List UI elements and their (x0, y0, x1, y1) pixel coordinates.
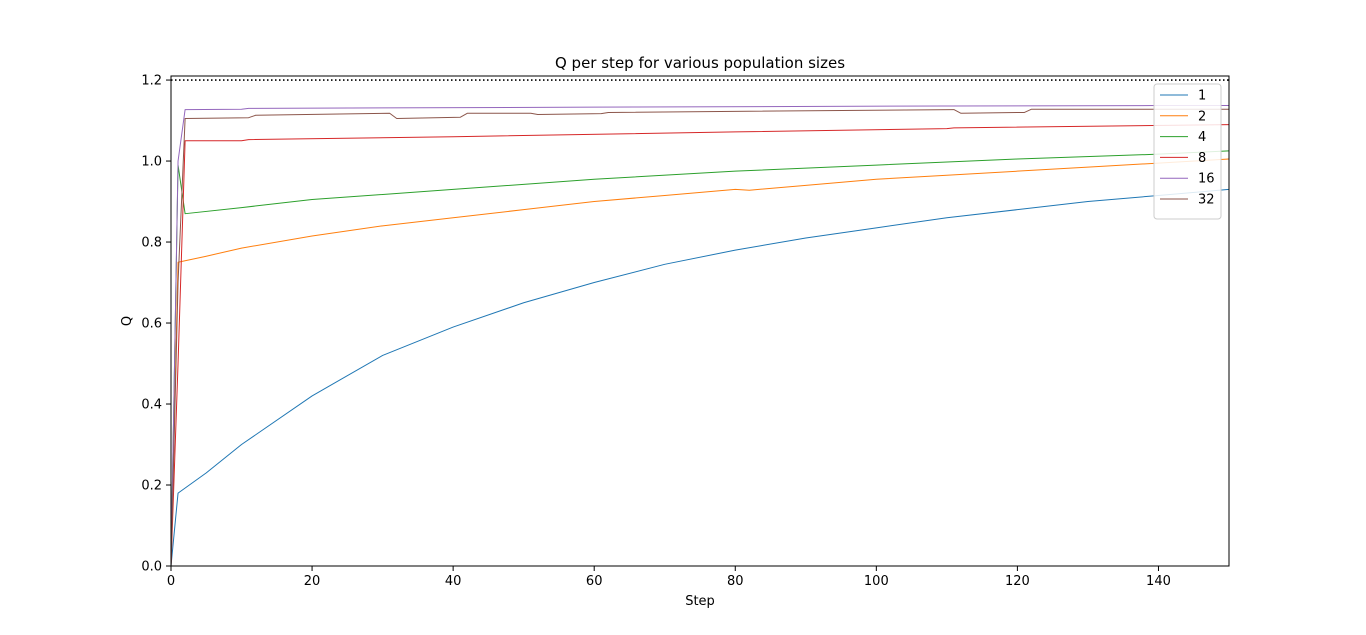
y-tick-label: 0.0 (141, 560, 162, 575)
x-tick-label: 60 (586, 574, 603, 589)
x-tick-label: 80 (727, 574, 744, 589)
x-tick-label: 100 (864, 574, 889, 589)
x-tick-label: 40 (445, 574, 462, 589)
series-line-16 (171, 105, 1229, 566)
y-tick-label: 0.8 (141, 236, 162, 251)
chart-title: Q per step for various population sizes (555, 54, 845, 72)
legend: 1 2 4 8 16 32 (1153, 83, 1222, 220)
legend-label-16: 16 (1198, 172, 1215, 187)
x-axis-title: Step (685, 594, 715, 609)
series-line-8 (171, 124, 1229, 566)
legend-label-8: 8 (1198, 151, 1206, 166)
x-tick-label: 20 (304, 574, 321, 589)
legend-label-2: 2 (1198, 109, 1206, 124)
x-tick-label: 120 (1005, 574, 1030, 589)
series-line-1 (171, 188, 1229, 566)
series-line-32 (171, 108, 1229, 566)
legend-label-32: 32 (1198, 193, 1215, 208)
y-tick-label: 1.0 (141, 155, 162, 170)
legend-box (1153, 83, 1222, 220)
legend-label-1: 1 (1198, 89, 1206, 104)
x-tick-label: 140 (1146, 574, 1171, 589)
plot-frame (170, 75, 1230, 567)
series-line-2 (171, 158, 1229, 566)
y-axis-title: Q (120, 316, 135, 326)
legend-label-4: 4 (1198, 130, 1206, 145)
y-tick-label: 0.4 (141, 398, 162, 413)
series-line-4 (171, 150, 1229, 566)
y-tick-label: 0.6 (141, 317, 162, 332)
y-tick-label: 0.2 (141, 479, 162, 494)
y-tick-label: 1.2 (141, 74, 162, 89)
x-tick-label: 0 (167, 574, 175, 589)
